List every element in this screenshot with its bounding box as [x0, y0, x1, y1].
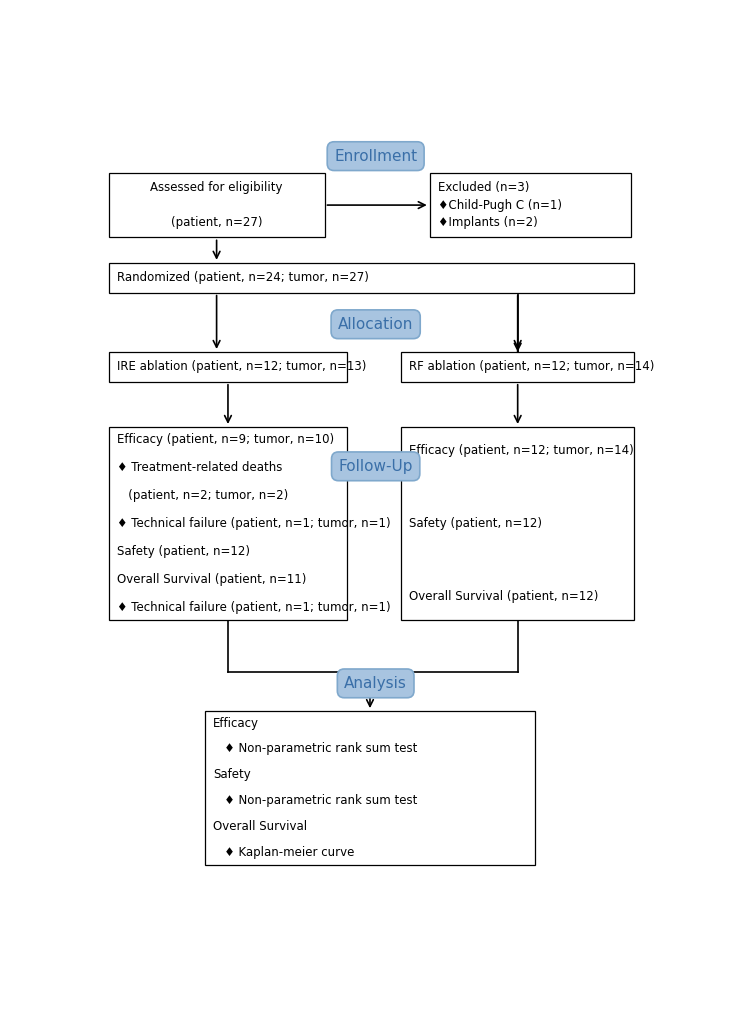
- Text: Safety: Safety: [213, 769, 251, 781]
- Text: Randomized (patient, n=24; tumor, n=27): Randomized (patient, n=24; tumor, n=27): [117, 272, 369, 284]
- Text: Efficacy (patient, n=12; tumor, n=14): Efficacy (patient, n=12; tumor, n=14): [409, 444, 634, 457]
- Text: Safety (patient, n=12): Safety (patient, n=12): [409, 517, 542, 530]
- Text: IRE ablation (patient, n=12; tumor, n=13): IRE ablation (patient, n=12; tumor, n=13…: [117, 361, 366, 373]
- Text: RF ablation (patient, n=12; tumor, n=14): RF ablation (patient, n=12; tumor, n=14): [409, 361, 655, 373]
- Text: ♦Child-Pugh C (n=1): ♦Child-Pugh C (n=1): [438, 199, 561, 211]
- FancyBboxPatch shape: [401, 426, 634, 620]
- Text: Allocation: Allocation: [338, 317, 413, 332]
- Text: ♦ Non-parametric rank sum test: ♦ Non-parametric rank sum test: [213, 742, 418, 755]
- Text: ♦ Technical failure (patient, n=1; tumor, n=1): ♦ Technical failure (patient, n=1; tumor…: [117, 517, 390, 530]
- FancyBboxPatch shape: [430, 173, 631, 238]
- FancyBboxPatch shape: [401, 352, 634, 382]
- Text: Efficacy: Efficacy: [213, 716, 259, 730]
- Text: ♦Implants (n=2): ♦Implants (n=2): [438, 216, 537, 230]
- Text: Follow-Up: Follow-Up: [339, 459, 413, 474]
- Text: ♦ Treatment-related deaths: ♦ Treatment-related deaths: [117, 461, 282, 474]
- FancyBboxPatch shape: [108, 352, 347, 382]
- FancyBboxPatch shape: [108, 173, 325, 238]
- Text: (patient, n=27): (patient, n=27): [171, 216, 262, 230]
- Text: Assessed for eligibility: Assessed for eligibility: [150, 180, 283, 194]
- Text: Safety (patient, n=12): Safety (patient, n=12): [117, 545, 250, 558]
- Text: ♦ Non-parametric rank sum test: ♦ Non-parametric rank sum test: [213, 794, 418, 808]
- Text: Overall Survival: Overall Survival: [213, 820, 307, 833]
- Text: Efficacy (patient, n=9; tumor, n=10): Efficacy (patient, n=9; tumor, n=10): [117, 433, 334, 446]
- Text: ♦ Kaplan-meier curve: ♦ Kaplan-meier curve: [213, 847, 355, 859]
- FancyBboxPatch shape: [108, 426, 347, 620]
- Text: Overall Survival (patient, n=12): Overall Survival (patient, n=12): [409, 590, 599, 603]
- Text: ♦ Technical failure (patient, n=1; tumor, n=1): ♦ Technical failure (patient, n=1; tumor…: [117, 602, 390, 614]
- FancyBboxPatch shape: [108, 262, 634, 293]
- Text: Analysis: Analysis: [345, 675, 407, 691]
- Text: Enrollment: Enrollment: [334, 149, 417, 164]
- Text: (patient, n=2; tumor, n=2): (patient, n=2; tumor, n=2): [117, 489, 288, 502]
- Text: Overall Survival (patient, n=11): Overall Survival (patient, n=11): [117, 573, 306, 586]
- Text: Excluded (n=3): Excluded (n=3): [438, 180, 529, 194]
- FancyBboxPatch shape: [205, 711, 535, 865]
